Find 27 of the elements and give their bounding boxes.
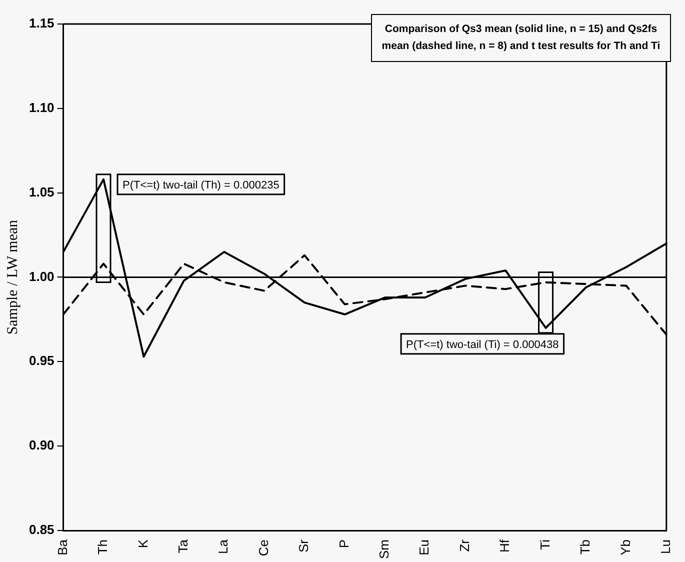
x-tick-label: La xyxy=(216,538,231,554)
x-tick-label: Hf xyxy=(497,539,512,552)
y-tick-label: 1.05 xyxy=(28,184,54,200)
text: Comparison of Qs3 mean (solid line, n = 15) and Qs2fs mean (dashed line, n = 8) and t test results for Th and Ti xyxy=(371,14,671,62)
x-tick-label: Sm xyxy=(376,540,392,559)
x-tick-label: Eu xyxy=(416,540,432,556)
x-tick-label: Yb xyxy=(618,540,633,556)
y-tick-label: 1.10 xyxy=(28,100,54,115)
x-tick-label: Ba xyxy=(54,538,70,556)
x-tick-label: P xyxy=(336,540,352,548)
x-tick-label: Ta xyxy=(176,538,190,554)
x-tick-label: Zr xyxy=(456,538,472,552)
x-tick-label: Ce xyxy=(256,540,271,556)
x-tick-label: Ti xyxy=(537,539,552,550)
y-tick-label: 0.95 xyxy=(28,353,54,368)
annotation: P(T<=t) two-tail (Th) = 0.000235 xyxy=(122,179,280,192)
y-tick-label: 1.15 xyxy=(28,16,54,31)
y-tick-label: 0.85 xyxy=(28,522,54,538)
y-tick-label: 1.00 xyxy=(28,268,54,284)
y-axis-title: Sample / LW mean xyxy=(4,219,21,335)
x-tick-label: K xyxy=(135,539,150,548)
y-tick-label: 0.90 xyxy=(28,438,54,453)
x-tick-label: Tb xyxy=(578,540,593,555)
x-tick-label: Th xyxy=(95,540,110,555)
x-tick-label: Sr xyxy=(296,538,312,552)
x-tick-label: Lu xyxy=(658,540,673,554)
annotation: P(T<=t) two-tail (Ti) = 0.000438 xyxy=(406,338,559,351)
